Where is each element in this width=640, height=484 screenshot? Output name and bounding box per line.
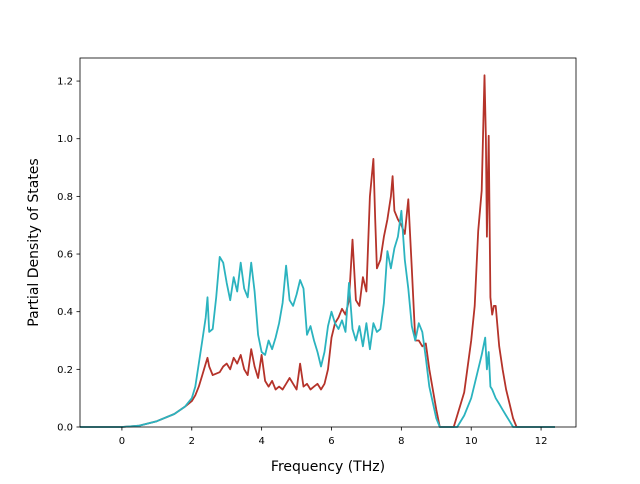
- series-line-1: [80, 74, 555, 428]
- x-tick-label: 6: [328, 436, 334, 447]
- y-axis-label: Partial Density of States: [26, 158, 42, 326]
- x-tick-label: 10: [465, 436, 478, 447]
- x-tick-label: 8: [398, 436, 404, 447]
- y-tick-label: 0.8: [57, 192, 73, 203]
- y-tick-label: 0.6: [57, 250, 73, 261]
- plot-lines: [80, 74, 555, 428]
- y-axis-ticks: 0.0 0.2 0.4 0.6 0.8 1.0 1.2: [57, 77, 80, 434]
- x-axis-ticks: 0 2 4 6 8 10 12: [119, 427, 548, 447]
- plot-frame: [79, 57, 577, 428]
- x-tick-label: 4: [258, 436, 264, 447]
- series-line-2: [80, 209, 555, 428]
- x-tick-label: 0: [119, 436, 125, 447]
- y-tick-label: 0.0: [57, 423, 73, 434]
- x-tick-label: 12: [535, 436, 548, 447]
- y-tick-label: 1.0: [57, 134, 73, 145]
- x-axis-label: Frequency (THz): [271, 459, 385, 475]
- y-tick-label: 0.2: [57, 365, 73, 376]
- x-tick-label: 2: [189, 436, 195, 447]
- y-tick-label: 0.4: [57, 307, 73, 318]
- y-tick-label: 1.2: [57, 77, 73, 88]
